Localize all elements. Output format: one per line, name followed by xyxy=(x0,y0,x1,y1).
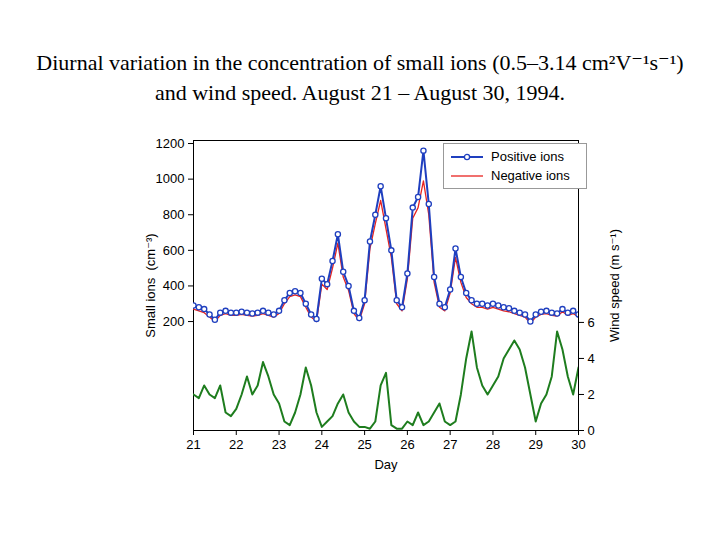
svg-text:4: 4 xyxy=(588,351,595,366)
svg-text:0: 0 xyxy=(588,423,595,438)
svg-text:23: 23 xyxy=(272,437,286,452)
svg-text:28: 28 xyxy=(486,437,500,452)
html-text:Negative ions: Negative ions xyxy=(491,168,570,183)
svg-text:21: 21 xyxy=(186,437,200,452)
svg-text:Wind speed (m s⁻¹): Wind speed (m s⁻¹) xyxy=(607,229,622,342)
svg-text:1200: 1200 xyxy=(156,136,185,151)
svg-text:24: 24 xyxy=(315,437,329,452)
svg-text:26: 26 xyxy=(400,437,414,452)
svg-text:Day: Day xyxy=(374,457,398,472)
svg-text:22: 22 xyxy=(229,437,243,452)
svg-text:200: 200 xyxy=(163,314,185,329)
svg-text:2: 2 xyxy=(588,387,595,402)
svg-text:800: 800 xyxy=(163,207,185,222)
svg-text:27: 27 xyxy=(443,437,457,452)
html-text:Positive ions: Positive ions xyxy=(491,149,564,164)
svg-text:6: 6 xyxy=(588,315,595,330)
svg-text:30: 30 xyxy=(571,437,585,452)
svg-text:600: 600 xyxy=(163,243,185,258)
html-text:Diurnal variation in the conce: Diurnal variation in the concentration o… xyxy=(36,50,684,105)
svg-text:Small ions (cm⁻³): Small ions (cm⁻³) xyxy=(143,233,158,337)
svg-text:1000: 1000 xyxy=(156,171,185,186)
svg-text:29: 29 xyxy=(528,437,542,452)
svg-text:25: 25 xyxy=(357,437,371,452)
svg-text:400: 400 xyxy=(163,278,185,293)
